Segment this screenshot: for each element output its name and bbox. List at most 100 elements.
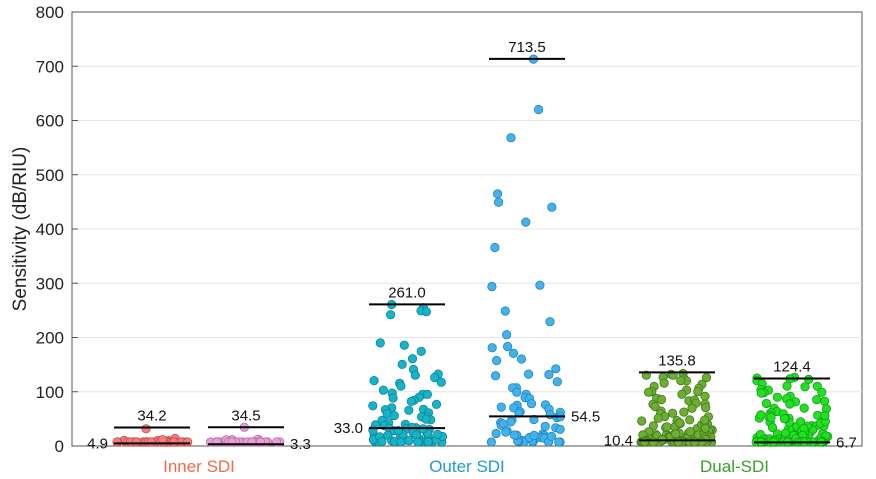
- data-point: [648, 437, 658, 447]
- data-point: [812, 394, 822, 405]
- data-point: [430, 372, 440, 383]
- data-point: [819, 396, 830, 406]
- data-point: [687, 403, 697, 413]
- data-point: [500, 306, 510, 316]
- data-point: [756, 388, 766, 398]
- data-point: [677, 389, 687, 399]
- gridlines: [72, 65, 862, 393]
- data-point: [782, 381, 792, 391]
- data-point: [421, 414, 431, 424]
- data-point: [404, 405, 414, 415]
- data-point: [533, 104, 544, 115]
- data-point: [377, 436, 387, 447]
- y-tick-label: 400: [36, 220, 64, 239]
- data-point: [785, 399, 795, 409]
- data-point: [421, 307, 431, 317]
- data-point: [422, 389, 432, 399]
- data-point: [700, 415, 710, 425]
- data-point: [662, 422, 672, 432]
- data-point: [388, 393, 398, 403]
- data-point: [643, 387, 654, 397]
- data-point: [432, 429, 443, 439]
- data-point: [490, 371, 501, 381]
- data-point: [501, 427, 511, 437]
- mean-value-label: 6.7: [836, 434, 857, 451]
- data-point: [146, 437, 156, 447]
- data-point: [385, 310, 396, 320]
- data-point: [817, 387, 827, 397]
- data-point: [431, 399, 442, 409]
- data-point: [555, 424, 565, 434]
- data-point: [756, 410, 766, 420]
- max-value-label: 124.4: [773, 359, 811, 376]
- data-point: [767, 422, 778, 433]
- data-point: [490, 242, 500, 253]
- data-point: [779, 414, 790, 424]
- data-point: [637, 416, 647, 426]
- data-point: [492, 189, 503, 199]
- y-axis-title: Sensitivity (dB/RIU): [10, 147, 31, 312]
- data-point: [529, 430, 539, 440]
- data-point: [689, 437, 700, 447]
- data-point: [506, 417, 516, 427]
- data-point: [183, 437, 193, 447]
- group-label: Inner SDI: [163, 457, 235, 476]
- data-point: [399, 340, 409, 350]
- data-point: [675, 418, 685, 428]
- data-point: [397, 359, 407, 369]
- data-point: [554, 437, 564, 447]
- data-point: [410, 370, 420, 380]
- data-point: [406, 396, 416, 406]
- y-tick-label: 500: [36, 166, 64, 185]
- data-point: [546, 431, 557, 441]
- data-point: [389, 410, 399, 421]
- data-point: [676, 375, 686, 386]
- data-point: [673, 437, 684, 447]
- data-point: [693, 387, 703, 397]
- data-point: [369, 375, 379, 386]
- data-point: [491, 428, 501, 439]
- data-point: [639, 437, 650, 447]
- mean-value-label: 4.9: [87, 435, 108, 452]
- data-point: [493, 197, 504, 207]
- data-point: [141, 424, 151, 434]
- data-point: [169, 437, 179, 447]
- data-point: [701, 372, 712, 383]
- data-point: [368, 401, 378, 411]
- data-point: [656, 394, 667, 405]
- max-value-label: 34.5: [231, 407, 260, 424]
- data-point: [800, 382, 810, 392]
- data-point: [487, 281, 497, 292]
- data-point: [491, 355, 502, 366]
- data-point: [521, 217, 531, 227]
- data-point: [685, 426, 695, 437]
- mean-value-label: 10.4: [604, 432, 633, 449]
- data-point: [820, 410, 830, 421]
- data-point: [498, 419, 508, 429]
- data-point: [653, 413, 663, 423]
- data-point: [659, 378, 669, 388]
- data-point: [486, 437, 496, 447]
- data-point: [407, 354, 418, 364]
- value-annotations: 34.2 4.9 34.5 3.3 261.0 33.0 713.5 54.5 135.8 10.…: [87, 39, 857, 453]
- data-point: [700, 402, 711, 413]
- data-point: [487, 343, 497, 353]
- group-label: Outer SDI: [429, 457, 505, 476]
- data-point: [650, 401, 660, 412]
- data-point: [761, 398, 772, 409]
- max-value-label: 713.5: [508, 39, 546, 56]
- data-point: [551, 364, 561, 374]
- data-point: [396, 381, 406, 391]
- data-point: [545, 317, 555, 327]
- mean-value-label: 54.5: [571, 408, 600, 425]
- y-tick-label: 100: [36, 383, 64, 402]
- max-value-label: 261.0: [388, 284, 426, 301]
- mean-value-label: 3.3: [290, 436, 311, 453]
- data-point: [131, 437, 141, 447]
- data-points: [112, 54, 833, 447]
- y-tick-label: 0: [55, 437, 64, 456]
- y-tick-label: 700: [36, 57, 64, 76]
- max-value-label: 135.8: [658, 352, 696, 369]
- data-point: [509, 430, 520, 440]
